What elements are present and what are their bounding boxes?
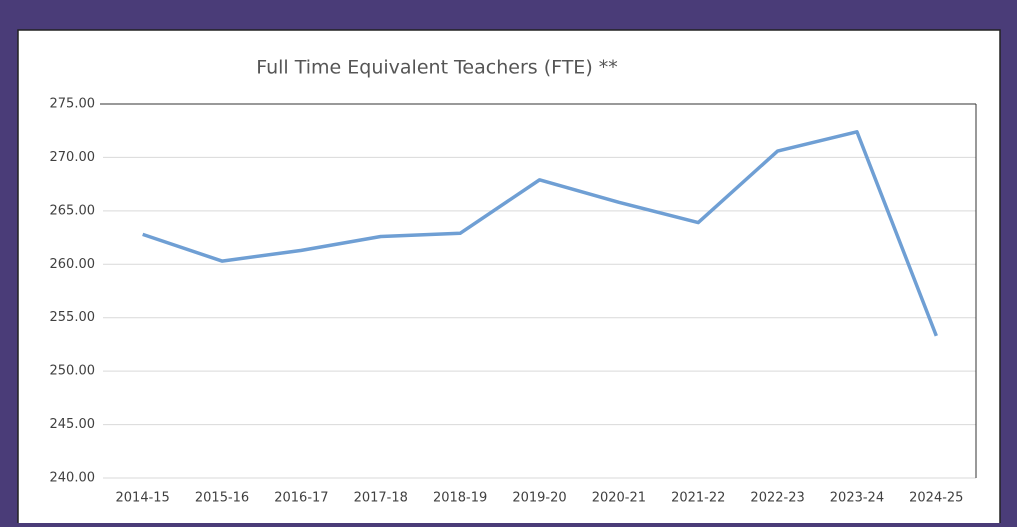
y-tick-label: 250.00 xyxy=(50,364,96,379)
x-tick-label: 2017-18 xyxy=(354,491,408,506)
x-tick-label: 2014-15 xyxy=(116,491,170,506)
x-tick-label: 2019-20 xyxy=(512,491,566,506)
y-tick-label: 270.00 xyxy=(50,150,96,165)
x-tick-label: 2018-19 xyxy=(433,491,487,506)
chart-title: Full Time Equivalent Teachers (FTE) ** xyxy=(256,57,618,79)
y-tick-label: 255.00 xyxy=(50,310,96,325)
x-tick-label: 2023-24 xyxy=(830,491,884,506)
x-tick-label: 2021-22 xyxy=(671,491,725,506)
x-tick-label: 2016-17 xyxy=(274,491,328,506)
y-tick-label: 260.00 xyxy=(50,257,96,272)
y-tick-label: 240.00 xyxy=(50,471,96,486)
y-tick-label: 265.00 xyxy=(50,203,96,218)
x-tick-label: 2015-16 xyxy=(195,491,249,506)
x-tick-label: 2024-25 xyxy=(909,491,963,506)
x-tick-label: 2022-23 xyxy=(750,491,804,506)
x-tick-label: 2020-21 xyxy=(592,491,646,506)
line-series xyxy=(142,130,938,337)
y-tick-label: 245.00 xyxy=(50,417,96,432)
y-tick-label: 275.00 xyxy=(50,97,96,112)
chart-background xyxy=(17,29,1001,527)
